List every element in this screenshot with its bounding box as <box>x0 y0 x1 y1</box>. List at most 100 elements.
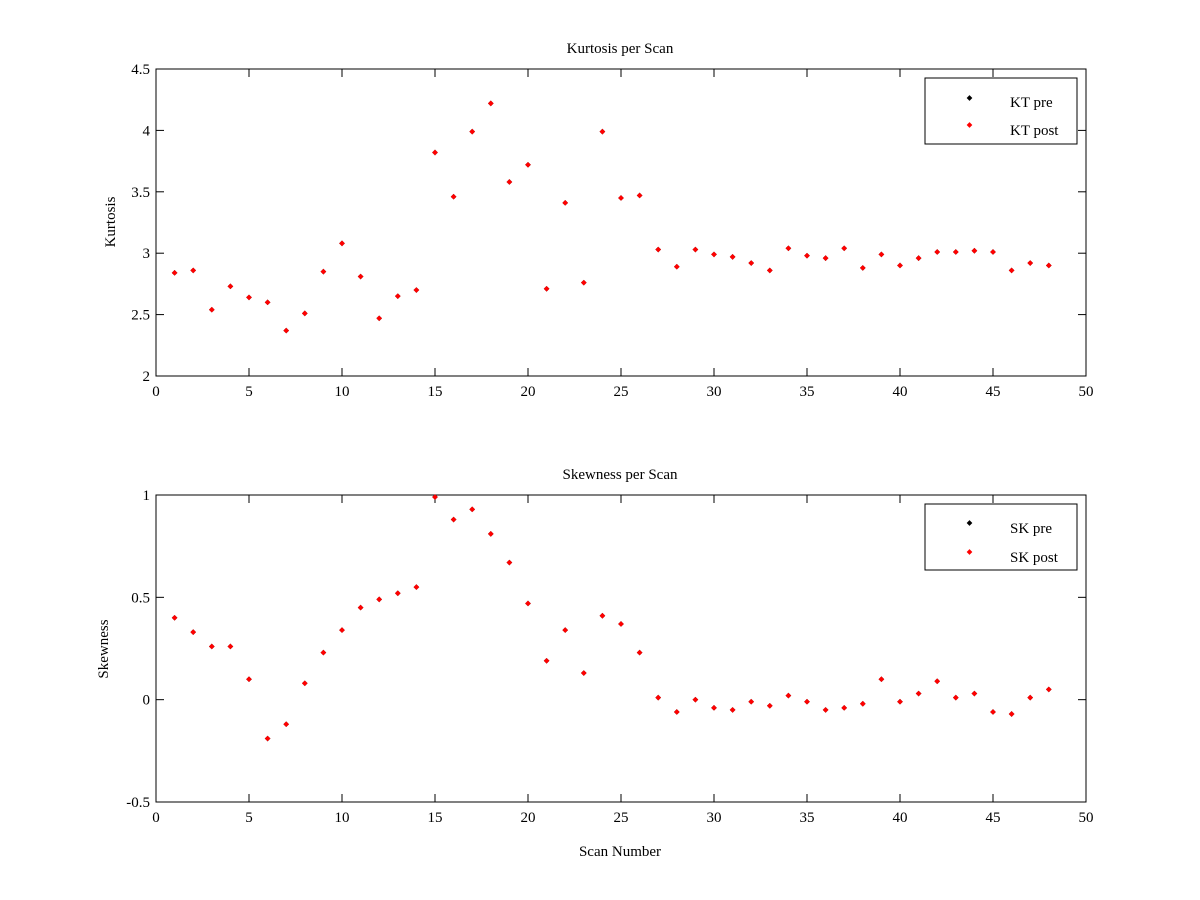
data-point-kt-post <box>897 262 903 269</box>
data-point-kt-post <box>525 161 531 168</box>
data-point-kt-post <box>264 299 271 306</box>
data-point-sk-post <box>878 676 885 683</box>
skewness-x-tick-label: 0 <box>152 810 160 826</box>
kurtosis-y-tick-label: 3.5 <box>131 185 150 201</box>
skewness-x-tick-label: 15 <box>428 810 443 826</box>
data-point-sk-post <box>357 604 364 611</box>
data-point-kt-post <box>487 100 494 107</box>
kurtosis-y-tick-label: 3 <box>143 246 151 262</box>
skewness-x-axis-label: Scan Number <box>579 844 661 860</box>
kurtosis-y-tick-label: 2 <box>143 369 151 385</box>
data-point-sk-post <box>301 680 308 687</box>
legend-marker-kt-pre <box>966 95 973 101</box>
legend-marker-sk-post <box>966 549 973 555</box>
kurtosis-legend-box <box>924 77 1078 145</box>
data-point-sk-post <box>599 612 606 619</box>
legend-label-sk-pre: SK pre <box>1010 521 1052 537</box>
data-point-kt-post <box>692 246 699 253</box>
kurtosis-x-tick-label: 0 <box>152 384 160 400</box>
data-point-kt-post <box>804 252 810 259</box>
kurtosis-y-tick-label: 2.5 <box>131 308 150 324</box>
data-point-sk-post <box>246 676 252 683</box>
skewness-x-tick-label: 5 <box>245 810 253 826</box>
data-point-sk-post <box>934 678 941 685</box>
data-point-sk-post <box>580 670 587 676</box>
kurtosis-x-tick-label: 35 <box>800 384 815 400</box>
kurtosis-x-tick-label: 15 <box>428 384 443 400</box>
skewness-x-tick-label: 20 <box>521 810 536 826</box>
data-point-sk-post <box>729 707 736 713</box>
data-point-sk-post <box>952 694 959 701</box>
skewness-y-tick-label: -0.5 <box>126 795 150 811</box>
data-point-kt-post <box>859 265 866 271</box>
data-point-sk-post <box>208 643 215 650</box>
skewness-legend: SK pre SK post <box>924 503 1078 571</box>
data-point-kt-post <box>450 193 457 200</box>
skewness-x-tick-label: 35 <box>800 810 815 826</box>
data-point-sk-post <box>320 649 327 656</box>
skewness-y-axis-label: Skewness <box>96 619 112 678</box>
data-point-kt-post <box>506 179 513 185</box>
kurtosis-x-tick-label: 25 <box>614 384 629 400</box>
data-point-sk-post <box>711 705 717 711</box>
data-point-sk-post <box>487 531 494 537</box>
data-point-kt-post <box>673 263 680 270</box>
data-point-kt-post <box>543 285 550 292</box>
data-point-kt-post <box>320 268 327 275</box>
kurtosis-x-tick-label: 30 <box>707 384 722 400</box>
legend-marker-kt-post <box>966 122 973 128</box>
data-point-sk-post <box>673 709 680 715</box>
kurtosis-y-tick-label: 4.5 <box>131 62 150 78</box>
kurtosis-chart-title: Kurtosis per Scan <box>567 41 674 57</box>
data-point-kt-post <box>822 255 829 261</box>
skewness-y-tick-label: 0 <box>143 693 151 709</box>
skewness-x-tick-label: 45 <box>986 810 1001 826</box>
legend-label-kt-post: KT post <box>1010 123 1059 139</box>
data-point-kt-post <box>394 293 401 300</box>
data-point-sk-post <box>227 643 234 650</box>
kurtosis-legend: KT pre KT post <box>924 77 1078 145</box>
legend-label-kt-pre: KT pre <box>1010 95 1053 111</box>
data-point-sk-post <box>655 694 662 701</box>
kurtosis-panel: Kurtosis per Scan Kurtosis 0 5 10 15 20 25 30 3… <box>103 41 1094 400</box>
skewness-x-tick-label: 50 <box>1079 810 1094 826</box>
data-point-kt-post <box>376 315 383 322</box>
data-point-sk-post <box>264 735 271 742</box>
data-point-sk-post <box>822 707 829 713</box>
data-point-sk-post <box>1045 686 1052 693</box>
data-point-kt-post <box>785 245 792 252</box>
data-point-sk-post <box>804 698 810 705</box>
data-point-kt-post <box>283 327 290 334</box>
data-point-kt-post <box>971 247 978 254</box>
data-point-sk-post <box>283 721 290 728</box>
data-point-sk-post <box>339 627 345 633</box>
data-point-kt-post <box>432 149 438 156</box>
data-point-sk-post <box>562 627 569 633</box>
data-point-kt-post <box>618 195 624 201</box>
data-point-sk-post <box>841 705 848 711</box>
data-point-kt-post <box>469 128 476 135</box>
skewness-data-points <box>171 494 1052 742</box>
kurtosis-x-tick-label: 45 <box>986 384 1001 400</box>
data-point-sk-post <box>171 614 178 621</box>
data-point-sk-post <box>450 516 457 523</box>
data-point-kt-post <box>246 294 252 301</box>
data-point-sk-post <box>785 692 792 699</box>
kurtosis-y-axis-label: Kurtosis <box>103 196 119 247</box>
data-point-sk-post <box>469 506 476 513</box>
data-point-kt-post <box>339 240 345 247</box>
data-point-kt-post <box>878 251 885 258</box>
kurtosis-y-tick-label: 4 <box>143 123 151 139</box>
kurtosis-x-tick-label: 50 <box>1079 384 1094 400</box>
data-point-kt-post <box>562 200 569 206</box>
data-point-sk-post <box>376 596 383 603</box>
data-point-sk-post <box>692 696 699 703</box>
data-point-kt-post <box>190 267 197 274</box>
data-point-kt-post <box>729 254 736 260</box>
data-point-kt-post <box>655 246 662 253</box>
data-point-kt-post <box>1027 260 1034 266</box>
data-point-sk-post <box>190 629 197 635</box>
data-point-sk-post <box>618 621 624 627</box>
data-point-kt-post <box>208 306 215 313</box>
data-point-kt-post <box>301 310 308 317</box>
